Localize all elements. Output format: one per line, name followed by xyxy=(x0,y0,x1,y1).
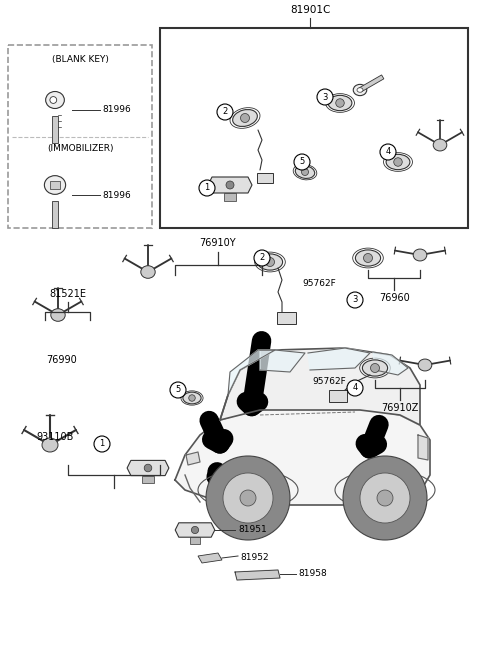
Circle shape xyxy=(294,154,310,170)
Circle shape xyxy=(240,490,256,506)
FancyBboxPatch shape xyxy=(257,173,273,183)
FancyBboxPatch shape xyxy=(50,181,60,189)
Polygon shape xyxy=(198,553,222,563)
Polygon shape xyxy=(52,116,58,143)
Ellipse shape xyxy=(301,168,309,175)
Text: 1: 1 xyxy=(99,440,105,449)
Ellipse shape xyxy=(295,166,315,179)
Ellipse shape xyxy=(362,360,388,376)
Polygon shape xyxy=(373,352,408,375)
Text: 81901C: 81901C xyxy=(290,5,330,15)
Text: 5: 5 xyxy=(175,386,180,394)
Ellipse shape xyxy=(413,249,427,261)
Text: 76990: 76990 xyxy=(47,355,77,365)
Ellipse shape xyxy=(240,114,250,122)
Circle shape xyxy=(94,436,110,452)
Ellipse shape xyxy=(44,175,66,194)
Text: (BLANK KEY): (BLANK KEY) xyxy=(51,55,108,64)
Ellipse shape xyxy=(363,254,372,263)
Ellipse shape xyxy=(257,254,283,270)
Circle shape xyxy=(199,180,215,196)
Ellipse shape xyxy=(328,95,352,110)
Ellipse shape xyxy=(51,309,65,321)
Text: 81521E: 81521E xyxy=(49,289,86,299)
Ellipse shape xyxy=(144,464,152,472)
Circle shape xyxy=(360,473,410,523)
Text: 2: 2 xyxy=(222,108,228,116)
Text: 95762F: 95762F xyxy=(312,378,346,386)
Ellipse shape xyxy=(42,438,58,452)
FancyBboxPatch shape xyxy=(276,312,296,324)
FancyBboxPatch shape xyxy=(224,193,236,201)
Text: 5: 5 xyxy=(300,158,305,166)
Text: 81996: 81996 xyxy=(102,106,131,114)
Text: 81951: 81951 xyxy=(238,526,267,535)
Circle shape xyxy=(347,292,363,308)
Circle shape xyxy=(343,456,427,540)
Text: 1: 1 xyxy=(204,183,210,193)
Polygon shape xyxy=(127,461,169,476)
Text: 81952: 81952 xyxy=(240,553,269,562)
Ellipse shape xyxy=(226,181,234,189)
Bar xyxy=(8,45,152,228)
Text: 81996: 81996 xyxy=(102,191,131,200)
Text: 93110B: 93110B xyxy=(36,432,74,442)
Ellipse shape xyxy=(183,392,201,404)
Text: 3: 3 xyxy=(352,296,358,304)
Polygon shape xyxy=(186,452,200,465)
Polygon shape xyxy=(308,348,370,370)
Ellipse shape xyxy=(353,84,367,96)
Polygon shape xyxy=(228,350,275,395)
Circle shape xyxy=(377,490,393,506)
Circle shape xyxy=(223,473,273,523)
Polygon shape xyxy=(359,75,384,92)
Ellipse shape xyxy=(46,91,64,108)
Text: 4: 4 xyxy=(385,148,391,156)
Circle shape xyxy=(317,89,333,105)
Polygon shape xyxy=(208,177,252,193)
Polygon shape xyxy=(418,435,428,460)
Ellipse shape xyxy=(233,110,257,127)
Circle shape xyxy=(254,250,270,266)
Circle shape xyxy=(206,456,290,540)
FancyBboxPatch shape xyxy=(190,537,201,545)
Ellipse shape xyxy=(336,99,344,107)
Polygon shape xyxy=(52,201,58,229)
Ellipse shape xyxy=(355,250,381,266)
FancyBboxPatch shape xyxy=(329,390,347,402)
Ellipse shape xyxy=(418,359,432,371)
Circle shape xyxy=(380,144,396,160)
Text: 4: 4 xyxy=(352,384,358,392)
Text: 2: 2 xyxy=(259,254,264,263)
Polygon shape xyxy=(260,350,305,372)
Polygon shape xyxy=(235,570,280,580)
Ellipse shape xyxy=(265,258,275,267)
Circle shape xyxy=(347,380,363,396)
Ellipse shape xyxy=(50,97,57,103)
Text: 76910Z: 76910Z xyxy=(381,403,419,413)
Bar xyxy=(160,28,468,228)
Ellipse shape xyxy=(371,363,380,373)
Polygon shape xyxy=(175,523,215,537)
Polygon shape xyxy=(175,408,430,505)
Text: 76910Y: 76910Y xyxy=(200,238,236,248)
Ellipse shape xyxy=(141,265,155,279)
Polygon shape xyxy=(220,348,420,425)
Text: 81958: 81958 xyxy=(298,570,327,579)
Ellipse shape xyxy=(433,139,447,151)
Text: 3: 3 xyxy=(322,93,328,101)
Circle shape xyxy=(170,382,186,398)
Ellipse shape xyxy=(192,526,199,533)
Circle shape xyxy=(217,104,233,120)
Text: 95762F: 95762F xyxy=(302,279,336,288)
Ellipse shape xyxy=(357,88,363,92)
Ellipse shape xyxy=(394,158,402,166)
FancyBboxPatch shape xyxy=(142,476,154,483)
Text: (IMMOBILIZER): (IMMOBILIZER) xyxy=(47,145,113,154)
Text: 76960: 76960 xyxy=(380,293,410,303)
Ellipse shape xyxy=(189,395,195,401)
Ellipse shape xyxy=(386,154,410,170)
